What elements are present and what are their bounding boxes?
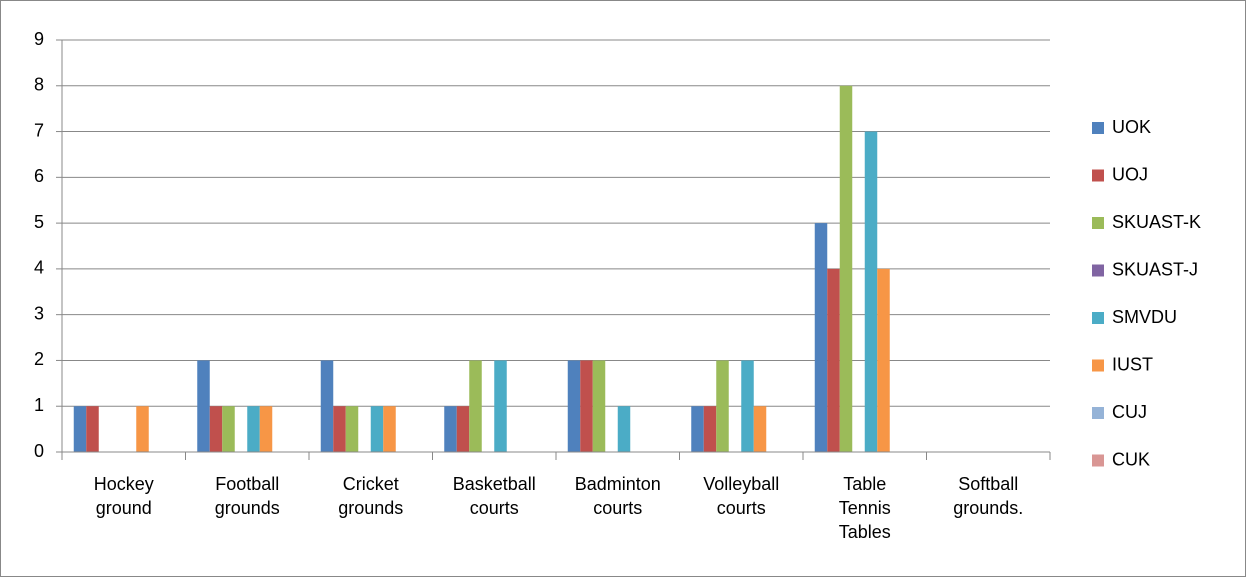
y-tick-label: 9	[34, 29, 44, 49]
bar	[580, 360, 593, 452]
legend-swatch	[1092, 312, 1104, 324]
x-tick-label: Softball grounds.	[953, 474, 1024, 518]
bar	[617, 406, 631, 452]
y-tick-label: 7	[34, 120, 44, 140]
legend-label: SKUAST-K	[1112, 212, 1201, 232]
bar	[839, 85, 853, 453]
bar	[320, 360, 334, 452]
bar	[136, 406, 149, 452]
y-tick-label: 8	[34, 75, 44, 95]
y-tick-label: 5	[34, 212, 44, 232]
x-tick-label: Hockey ground	[93, 474, 154, 518]
bar	[444, 406, 457, 452]
bar	[753, 406, 767, 452]
legend-swatch	[1092, 359, 1104, 372]
bar	[197, 360, 210, 452]
legend-label: CUK	[1112, 449, 1150, 469]
bar	[877, 268, 890, 452]
legend-swatch	[1092, 122, 1104, 134]
bar	[259, 406, 273, 452]
legend-label: UOJ	[1112, 164, 1148, 184]
bar	[864, 131, 878, 453]
x-tick-label: Badminton courts	[574, 474, 661, 518]
bar	[494, 360, 507, 452]
bar	[209, 406, 223, 452]
bar	[716, 360, 729, 452]
bar	[383, 406, 396, 452]
y-tick-label: 2	[34, 349, 44, 369]
bar	[741, 360, 754, 452]
bar	[73, 406, 87, 452]
legend-label: SKUAST-J	[1112, 259, 1198, 279]
legend-swatch	[1092, 217, 1104, 229]
x-tick-label: Basketball courts	[452, 474, 536, 518]
legend-swatch	[1092, 407, 1104, 419]
legend-label: SMVDU	[1112, 307, 1177, 327]
x-tick-label: Table Tennis Tables	[838, 474, 891, 542]
bar	[592, 360, 606, 452]
bar	[370, 406, 384, 452]
legend-label: IUST	[1112, 354, 1153, 374]
y-tick-label: 3	[34, 303, 44, 323]
x-tick-label: Cricket grounds	[338, 474, 404, 518]
y-tick-label: 1	[34, 395, 44, 415]
bar	[469, 360, 482, 452]
bar	[814, 223, 828, 452]
bar	[222, 406, 235, 452]
y-tick-label: 6	[34, 166, 44, 186]
bar	[827, 268, 840, 452]
y-tick-label: 4	[34, 258, 44, 278]
bar	[333, 406, 346, 452]
bar	[247, 406, 260, 452]
bar	[345, 406, 359, 452]
bar	[703, 406, 717, 452]
legend-swatch	[1092, 169, 1104, 182]
y-tick-label: 0	[34, 441, 44, 461]
legend-label: UOK	[1112, 117, 1151, 137]
legend-swatch	[1092, 454, 1104, 467]
bar	[86, 406, 99, 452]
x-tick-label: Football grounds	[214, 474, 280, 518]
legend-label: CUJ	[1112, 402, 1147, 422]
bar	[456, 406, 470, 452]
x-tick-label: Volleyball courts	[703, 474, 780, 518]
bar	[567, 360, 581, 452]
legend-swatch	[1092, 264, 1104, 277]
bar	[691, 406, 704, 452]
